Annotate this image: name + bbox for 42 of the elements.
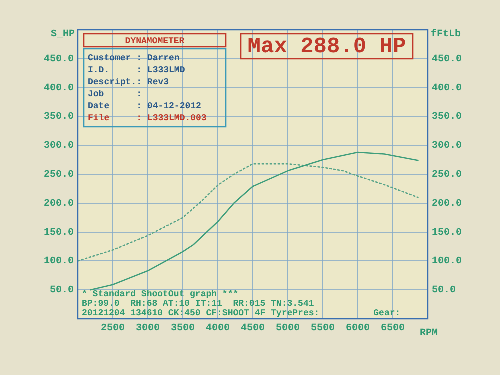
annotation: BP:99.0 RH:68 AT:10 IT:11 RR:015 TN:3.541 (82, 298, 315, 309)
y2-tick-label: 400.0 (432, 83, 462, 94)
x-tick-label: 4500 (240, 324, 266, 335)
y-tick-label: 450.0 (44, 54, 74, 66)
x-tick-label: 3500 (170, 324, 196, 335)
annotation: Date : 04-12-2012 (88, 101, 202, 112)
y-tick-label: 400.0 (44, 83, 74, 94)
y2-axis-title: fFtLb (430, 28, 462, 41)
y2-tick-label: 150.0 (432, 228, 462, 239)
y-tick-label: 250.0 (44, 170, 74, 182)
line-series (78, 163, 419, 262)
y2-tick-label: 300.0 (432, 141, 462, 152)
x-axis-title: RPM (420, 328, 438, 340)
annotation: I.D. : L333LMD (88, 65, 186, 76)
x-tick-label: 2500 (100, 324, 126, 335)
y2-tick-label: 100.0 (432, 256, 462, 268)
y-tick-label: 50.0 (50, 286, 74, 297)
y-tick-label: 350.0 (44, 112, 74, 124)
annotation: DYNAMOMETER (125, 36, 186, 46)
x-tick-label: 3000 (136, 324, 160, 335)
x-tick-label: 6000 (346, 324, 370, 335)
y2-tick-label: 250.0 (432, 170, 462, 182)
y-tick-label: 100.0 (44, 256, 74, 268)
y2-tick-label: 350.0 (432, 112, 462, 124)
y2-tick-label: 50.0 (432, 286, 456, 297)
y-axis-title: S_HP (50, 30, 76, 41)
annotation: Descript.: Rev3 (88, 77, 170, 88)
x-tick-label: 6500 (380, 324, 406, 335)
annotation: Job : (88, 89, 142, 100)
y-tick-label: 200.0 (44, 198, 74, 210)
chart-title: Max 288.0 HP (248, 34, 406, 60)
y2-tick-label: 450.0 (432, 54, 462, 66)
y2-tick-label: 200.0 (432, 198, 462, 210)
annotation: File : L333LMD.003 (88, 113, 207, 124)
y-tick-label: 300.0 (44, 141, 74, 152)
annotation: 20121204 134610 CK:450 CF:SHOOT_4F TyrePres: ________ Gear: ________ (82, 308, 450, 318)
y-tick-label: 150.0 (44, 228, 74, 239)
annotation: * Standard ShootOut graph *** (82, 289, 239, 300)
x-tick-label: 4000 (206, 324, 230, 335)
annotation: Customer : Darren (88, 53, 180, 64)
x-tick-label: 5500 (310, 324, 336, 335)
x-tick-label: 5000 (276, 324, 300, 335)
